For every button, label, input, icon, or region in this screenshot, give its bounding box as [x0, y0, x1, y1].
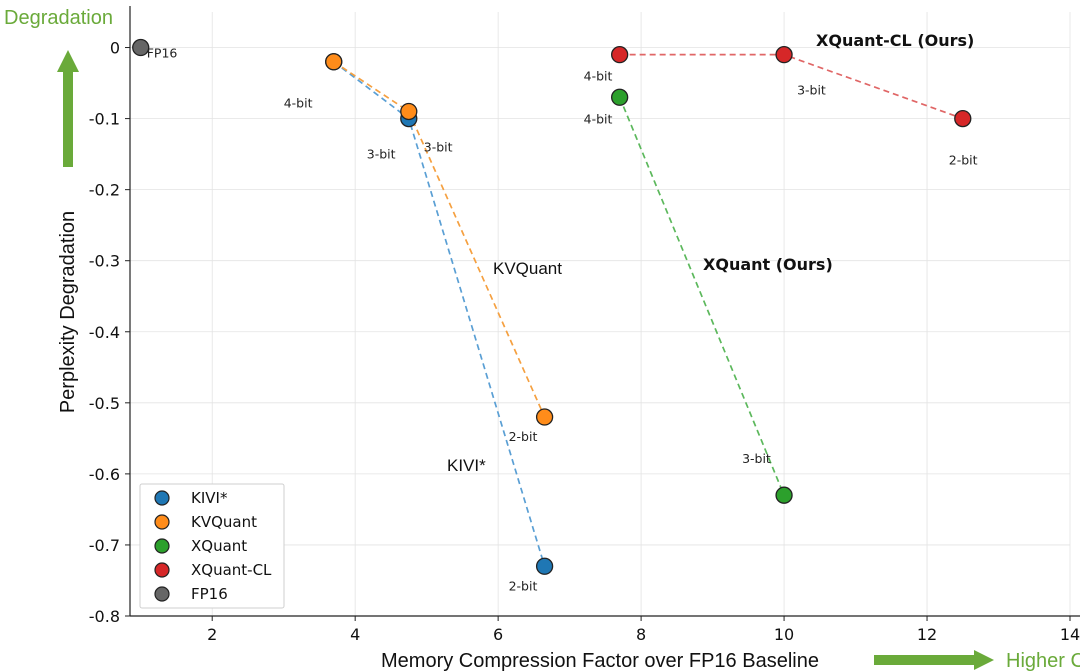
point-label: FP16	[147, 46, 178, 61]
legend-label: XQuant	[191, 537, 247, 555]
series-points	[132, 38, 972, 575]
series-line	[618, 96, 785, 496]
point-label: 3-bit	[424, 139, 453, 154]
y-axis-title: Perplexity Degradation	[57, 211, 79, 413]
data-point	[775, 486, 793, 504]
data-point	[535, 557, 554, 575]
degradation-arrow-label: Degradation	[4, 7, 113, 29]
data-point	[611, 45, 629, 64]
x-tick-label: 12	[917, 625, 937, 644]
x-tick-label: 4	[350, 625, 360, 644]
data-point	[325, 53, 343, 71]
legend-label: KVQuant	[191, 513, 257, 531]
point-label: 3-bit	[367, 147, 396, 162]
point-labels: 3-bit 2-bit KIVI* 4-bit 3-bit 2-bit KVQuant 4-b…	[147, 31, 978, 593]
legend-box	[139, 483, 285, 609]
x-tick-label: 8	[636, 625, 646, 644]
legend-label: FP16	[191, 585, 228, 603]
series-inline-label: KIVI*	[447, 456, 486, 475]
higher-compression-arrow-label: Higher C	[1006, 650, 1080, 671]
y-tick-label: -0.2	[89, 181, 120, 200]
legend-marker	[154, 562, 170, 578]
y-tick-label: -0.3	[89, 252, 120, 271]
point-label: 2-bit	[509, 578, 538, 593]
y-tick-label: 0	[110, 39, 120, 58]
series-inline-label: XQuant (Ours)	[703, 255, 833, 274]
x-tick-label: 6	[493, 625, 503, 644]
point-label: 2-bit	[949, 153, 978, 168]
point-label: 4-bit	[284, 96, 313, 111]
series-line	[333, 61, 546, 567]
data-point	[535, 408, 554, 426]
series-line	[333, 61, 546, 418]
legend-label: KIVI*	[191, 489, 228, 507]
y-tick-label: -0.1	[89, 110, 120, 129]
axes: 2 4 6 8 10 12 14 0 -0.1 -0.2 -0.3 -0.4 -0.5 -0.6 -0.7 -…	[89, 6, 1080, 644]
legend-label: XQuant-CL	[191, 561, 272, 579]
y-tick-label: -0.5	[89, 394, 120, 413]
legend: KIVI* KVQuant XQuant XQuant-CL FP16	[139, 483, 285, 609]
legend-marker	[154, 490, 170, 506]
series-line	[619, 53, 964, 120]
grid	[130, 12, 1071, 617]
series-inline-label: XQuant-CL (Ours)	[816, 31, 974, 50]
series-inline-label: KVQuant	[493, 259, 562, 278]
legend-marker	[154, 586, 170, 602]
y-tick-label: -0.7	[89, 536, 120, 555]
legend-marker	[154, 514, 170, 530]
data-point	[132, 38, 150, 57]
point-label: 3-bit	[742, 451, 771, 466]
x-tick-label: 14	[1060, 625, 1080, 644]
series-lines	[333, 53, 964, 567]
data-point	[775, 45, 793, 64]
point-label: 4-bit	[584, 111, 613, 126]
x-axis-title: Memory Compression Factor over FP16 Base…	[381, 650, 819, 671]
point-label: 2-bit	[509, 429, 538, 444]
x-tick-label: 2	[207, 625, 217, 644]
y-tick-label: -0.4	[89, 323, 120, 342]
data-point	[400, 102, 418, 121]
right-arrow-icon	[874, 650, 994, 670]
legend-marker	[154, 538, 170, 554]
x-tick-label: 10	[774, 625, 794, 644]
point-label: 4-bit	[584, 69, 613, 84]
y-tick-label: -0.8	[89, 607, 120, 626]
up-arrow-icon	[57, 50, 79, 167]
data-point	[954, 109, 972, 128]
data-point	[611, 88, 629, 106]
point-label: 3-bit	[797, 83, 826, 98]
y-tick-label: -0.6	[89, 465, 120, 484]
